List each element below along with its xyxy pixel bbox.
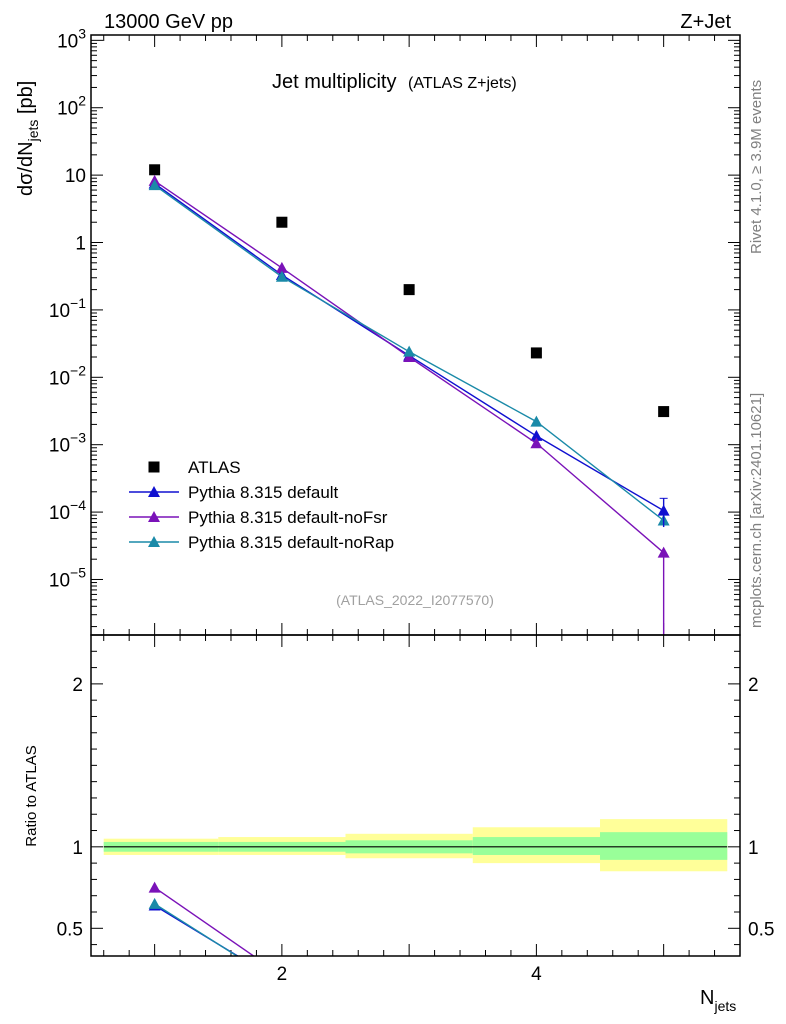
main-y-tick-label-exp: −5 (70, 564, 86, 580)
legend-marker-noRap (148, 536, 160, 547)
ratio-series-clipped (148, 881, 255, 956)
legend-marker-noFsr (148, 511, 160, 522)
ratio-y-tick-label-right: 2 (748, 675, 759, 696)
x-axis-label: Njets (700, 987, 736, 1014)
main-y-tick-label-exp: −3 (70, 430, 86, 446)
main-y-tick-label-exp: 3 (78, 25, 86, 41)
series-point-noFsr (275, 261, 288, 273)
ratio-point-noRap (148, 897, 161, 909)
x-axis-label-sub: jets (713, 998, 736, 1014)
chart-subtitle: (ATLAS Z+jets) (408, 75, 517, 92)
main-y-axis-label-sub: jets (25, 120, 41, 143)
main-y-tick-label-exp: −1 (70, 295, 86, 311)
main-y-tick-label: 10−2 (49, 362, 86, 389)
main-y-tick-label-base: 10 (49, 436, 70, 457)
ratio-x-tick-label: 2 (277, 964, 288, 985)
legend-marker-default (148, 486, 160, 497)
rivet-version-label: Rivet 4.1.0, ≥ 3.9M events (748, 80, 765, 254)
main-y-tick-label-exp: −2 (70, 362, 86, 378)
ratio-y-tick-label-left: 0.5 (57, 919, 83, 940)
main-y-tick-label-base: 10 (65, 166, 86, 187)
analysis-tag: (ATLAS_2022_I2077570) (336, 592, 494, 608)
ratio-panel-frame (90, 634, 741, 957)
energy-label: 13000 GeV pp (104, 11, 233, 33)
series-point-noRap (148, 179, 161, 191)
ratio-uncertainty-bands (103, 819, 728, 872)
ratio-line-noRap (154, 903, 239, 956)
main-y-tick-label-base: 10 (57, 99, 78, 120)
main-y-axis-label-unit: [pb] (15, 81, 37, 120)
main-y-tick-label: 10−4 (49, 497, 86, 524)
main-y-tick-label: 10−5 (49, 564, 86, 591)
main-y-tick-label: 10−3 (49, 430, 86, 457)
ratio-y-axis-label: Ratio to ATLAS (23, 745, 40, 846)
process-label: Z+Jet (680, 11, 731, 33)
series-point-noRap (530, 415, 543, 427)
series-point-default (530, 429, 543, 441)
legend-label: Pythia 8.315 default-noRap (188, 533, 394, 552)
legend-label: Pythia 8.315 default (188, 483, 339, 502)
x-axis-label-text: N (700, 987, 714, 1009)
series-point-noFsr (657, 546, 670, 558)
chart-title: Jet multiplicity (ATLAS Z+jets) (272, 71, 517, 93)
data-point-atlas (658, 406, 670, 418)
main-series-layer (148, 164, 670, 635)
data-point-atlas (276, 216, 288, 228)
series-point-noRap (403, 345, 416, 357)
main-y-tick-label: 10 (65, 166, 86, 187)
main-y-tick-label-base: 10 (57, 31, 78, 52)
main-y-tick-label: 10−1 (49, 295, 86, 322)
main-y-tick-label-base: 10 (49, 368, 70, 389)
ratio-line-noFsr (154, 886, 255, 956)
ratio-point-noFsr (148, 881, 161, 893)
legend-marker-atlas (148, 461, 160, 473)
legend-label: Pythia 8.315 default-noFsr (188, 508, 388, 527)
main-y-tick-label-exp: −4 (70, 497, 86, 513)
main-y-tick-label-base: 1 (75, 234, 86, 255)
ratio-x-tick-label: 4 (531, 964, 542, 985)
series-point-noRap (275, 270, 288, 282)
ratio-y-tick-label-right: 0.5 (748, 919, 774, 940)
ratio-band-inner (472, 837, 601, 855)
main-y-tick-label-exp: 2 (78, 93, 86, 109)
main-y-axis-label: dσ/dNjets [pb] (15, 81, 41, 196)
main-y-tick-label: 102 (57, 93, 86, 120)
ratio-y-tick-label-left: 2 (72, 675, 83, 696)
main-y-tick-label-base: 10 (49, 301, 70, 322)
main-y-tick-label-base: 10 (49, 570, 70, 591)
chart-title-main: Jet multiplicity (272, 71, 396, 93)
ratio-band-inner (600, 832, 728, 860)
mcplots-reference-label: mcplots.cern.ch [arXiv:2401.10621] (748, 393, 765, 628)
series-point-noFsr (530, 437, 543, 449)
data-point-atlas (530, 347, 542, 359)
ratio-y-tick-label-right: 1 (748, 838, 759, 859)
main-y-axis-label-text: dσ/dN (15, 141, 37, 196)
data-point-atlas (403, 284, 415, 296)
ratio-series-layer (148, 881, 255, 956)
data-point-atlas (149, 164, 161, 176)
legend: ATLAS Pythia 8.315 default Pythia 8.315 de… (129, 458, 394, 552)
main-y-tick-label: 1 (75, 234, 86, 255)
ratio-axis-ticks: 0.5 0.5 1 1 2 2 2 4 (57, 635, 774, 985)
legend-label: ATLAS (188, 458, 241, 477)
main-y-tick-label-base: 10 (49, 503, 70, 524)
ratio-y-tick-label-left: 1 (72, 838, 83, 859)
main-y-tick-label: 103 (57, 25, 86, 52)
